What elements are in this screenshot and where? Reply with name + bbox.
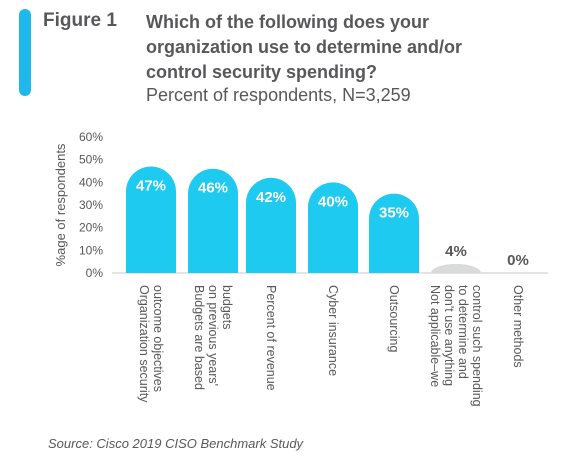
data-label: 47% [136,177,166,194]
data-label: 42% [256,189,286,206]
bar [369,193,419,273]
y-tick-label: 30% [79,198,103,212]
data-label: 35% [379,205,409,222]
x-tick-label: Organization securityoutcome objectives [137,285,165,403]
y-axis-label: %age of respondents [53,143,68,266]
y-tick-label: 50% [79,153,103,167]
bar [188,168,238,273]
y-tick-label: 60% [79,130,103,144]
y-tick-label: 20% [79,221,103,235]
figure-title: Which of the following does your organiz… [146,12,463,82]
x-tick-label: Budgets are basedon previous years'budge… [192,285,234,390]
y-tick-label: 10% [79,243,103,257]
accent-bar [19,9,31,96]
data-label: 0% [507,252,529,269]
x-tick-label: Outsourcing [387,285,401,352]
x-tick-label: Cyber insurance [326,285,340,376]
data-label: 4% [445,243,467,260]
x-tick-label: Other methods [511,285,525,368]
x-tick-label: Percent of revenue [264,285,278,391]
bar-chart: %age of respondents 0% 10% 20% 30% 40% 50% 60% 4… [53,130,548,407]
source-note: Source: Cisco 2019 CISO Benchmark Study [48,436,304,451]
bar [246,177,296,273]
x-tick-label: Not applicable–wedon't use anythingto de… [428,285,484,407]
figure-label: Figure 1 [43,10,117,31]
bar [308,182,358,273]
y-tick-label: 40% [79,175,103,189]
data-label: 46% [198,180,228,197]
bar [126,166,176,273]
y-tick-label: 0% [86,266,104,280]
figure-subtitle: Percent of respondents, N=3,259 [146,85,411,105]
data-label: 40% [318,193,348,210]
bar [431,263,481,273]
